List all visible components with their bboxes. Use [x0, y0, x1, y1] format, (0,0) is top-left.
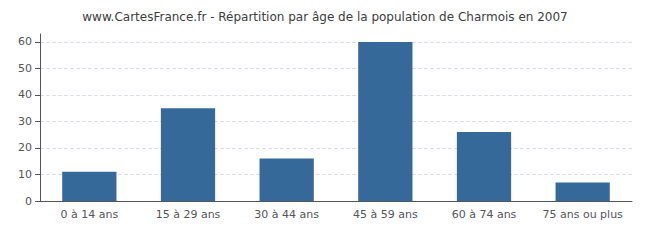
svg-text:20: 20: [18, 141, 32, 154]
svg-text:50: 50: [18, 62, 32, 75]
svg-text:30 à 44 ans: 30 à 44 ans: [254, 208, 319, 221]
svg-text:40: 40: [18, 88, 32, 101]
svg-text:60: 60: [18, 35, 32, 48]
svg-text:45 à 59 ans: 45 à 59 ans: [353, 208, 418, 221]
svg-text:75 ans ou plus: 75 ans ou plus: [542, 208, 623, 221]
svg-text:60 à 74 ans: 60 à 74 ans: [452, 208, 517, 221]
svg-text:www.CartesFrance.fr - Répartit: www.CartesFrance.fr - Répartition par âg…: [82, 10, 567, 24]
svg-text:10: 10: [18, 168, 32, 181]
svg-text:0: 0: [25, 195, 32, 208]
svg-text:0 à 14 ans: 0 à 14 ans: [60, 208, 118, 221]
svg-text:30: 30: [18, 115, 32, 128]
svg-text:15 à 29 ans: 15 à 29 ans: [156, 208, 221, 221]
